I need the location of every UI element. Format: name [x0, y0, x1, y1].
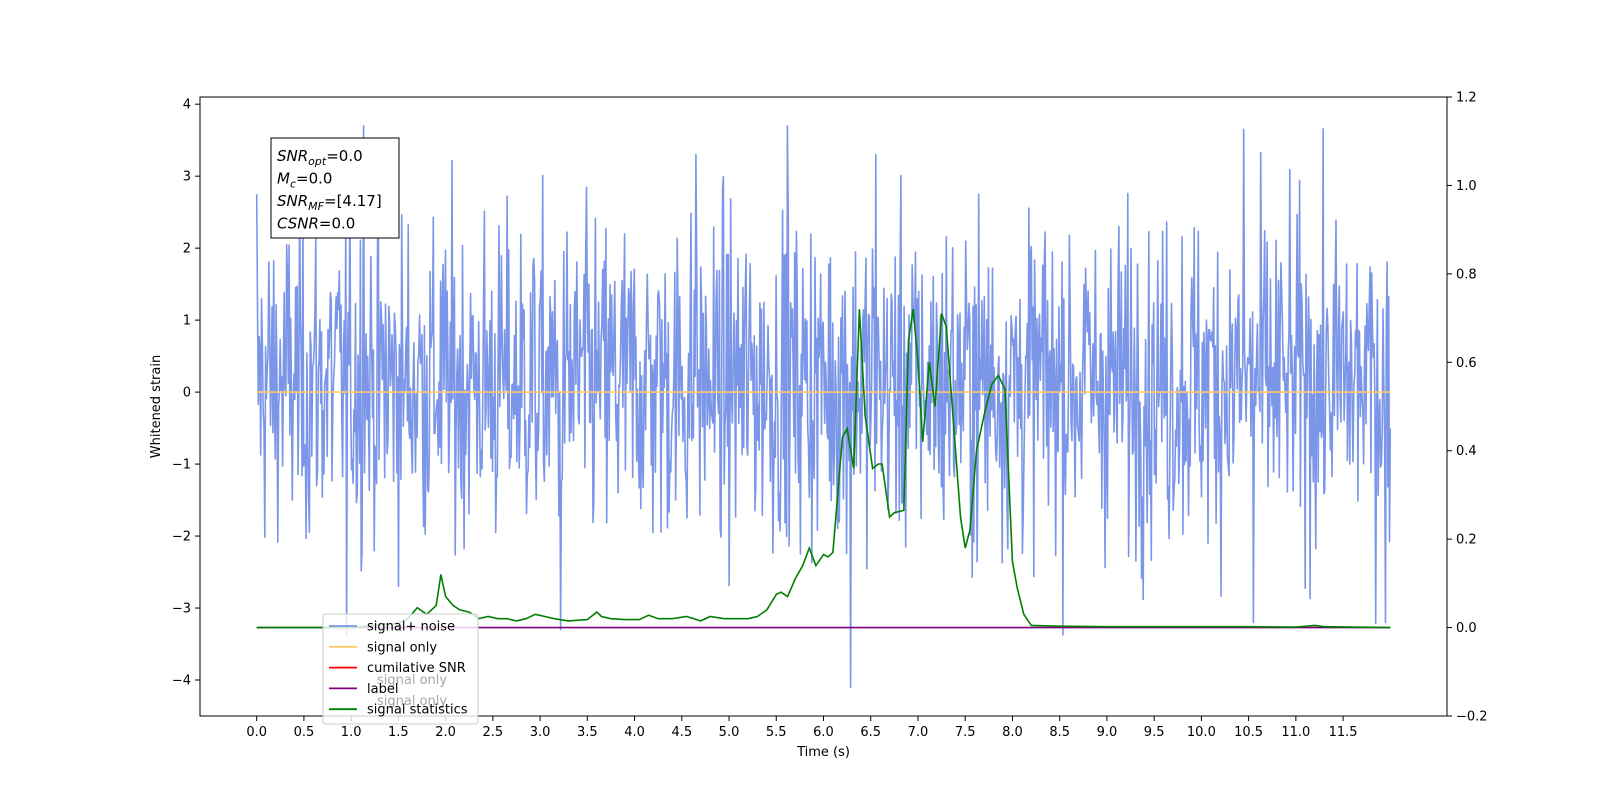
x-tick-label: 6.5: [860, 725, 881, 740]
x-tick-label: 1.0: [341, 725, 362, 740]
x-tick-label: 5.5: [766, 725, 787, 740]
legend-hidden-text: signal only: [377, 694, 447, 709]
x-tick-label: 9.0: [1097, 725, 1118, 740]
x-tick-label: 8.5: [1049, 725, 1070, 740]
y-tick-label: 0: [183, 386, 191, 401]
x-tick-label: 3.5: [577, 725, 598, 740]
y2-tick-label: 0.2: [1456, 533, 1477, 548]
y2-tick-label: −0.2: [1456, 710, 1488, 725]
y-tick-label: −2: [172, 530, 191, 545]
series-group: [255, 125, 1392, 689]
legend-entry-label: signal+ noise: [367, 620, 455, 635]
y-tick-label: −1: [172, 458, 191, 473]
x-tick-label: 11.0: [1281, 725, 1310, 740]
x-tick-label: 4.0: [624, 725, 645, 740]
x-tick-label: 9.5: [1144, 725, 1165, 740]
x-tick-label: 10.0: [1187, 725, 1216, 740]
x-tick-label: 7.0: [908, 725, 929, 740]
y-tick-label: 1: [183, 314, 191, 329]
y-tick-label: −3: [172, 602, 191, 617]
x-tick-label: 6.0: [813, 725, 834, 740]
y-tick-label: 2: [183, 242, 191, 257]
legend-entry-label: label: [367, 682, 398, 697]
x-tick-label: 0.0: [246, 725, 267, 740]
y-axis-right: −0.2 0.0 0.2 0.4 0.6 0.8 1.0 1.2: [1447, 91, 1488, 725]
annotation-line: SNRMF=[4.17]: [277, 192, 382, 213]
y-tick-label: −4: [172, 674, 191, 689]
legend-frame: [322, 613, 479, 725]
x-axis-label: Time (s): [796, 745, 850, 760]
annotation-line: SNRopt=0.0: [277, 147, 363, 168]
annotation-border: [270, 137, 400, 239]
y2-tick-label: 0.6: [1456, 356, 1477, 371]
x-axis: 0.0 0.5 1.0 1.5 2.0 2.5 3.0 3.5 4.0 4.5 5.0 5.5 6.0 6…: [246, 716, 1358, 740]
annotation-line: CSNR=0.0: [277, 215, 355, 233]
x-tick-label: 11.5: [1329, 725, 1358, 740]
series-line-4: [256, 309, 1391, 629]
legend-entry-label: signal only: [367, 640, 437, 655]
x-tick-label: 4.5: [671, 725, 692, 740]
legend: signal only signal only signal+ noise signa…: [322, 613, 479, 725]
y-tick-label: 4: [183, 98, 191, 113]
y2-tick-label: 0.4: [1456, 444, 1477, 459]
y2-tick-label: 1.0: [1456, 179, 1477, 194]
legend-entry-label: cumilative SNR: [367, 661, 466, 676]
x-tick-label: 5.0: [719, 725, 740, 740]
y-axis-left: −4 −3 −2 −1 0 1 2 3 4: [172, 98, 200, 689]
y2-tick-label: 1.2: [1456, 91, 1477, 106]
plot-area: [255, 125, 1392, 689]
x-tick-label: 2.5: [483, 725, 504, 740]
annotation-line: Mc=0.0: [277, 170, 332, 191]
x-tick-label: 10.5: [1234, 725, 1263, 740]
legend-hidden-text: signal only: [377, 673, 447, 688]
x-tick-label: 2.0: [435, 725, 456, 740]
x-tick-label: 0.5: [294, 725, 315, 740]
y-tick-label: 3: [183, 170, 191, 185]
x-tick-label: 7.5: [955, 725, 976, 740]
y-axis-label: Whitened strain: [149, 355, 164, 458]
y2-tick-label: 0.0: [1456, 621, 1477, 636]
legend-entry-label: signal statistics: [367, 703, 468, 718]
x-tick-label: 8.0: [1002, 725, 1023, 740]
y2-tick-label: 0.8: [1456, 267, 1477, 282]
x-tick-label: 1.5: [388, 725, 409, 740]
x-tick-label: 3.0: [530, 725, 551, 740]
series-signal-noise-line: [255, 125, 1392, 689]
